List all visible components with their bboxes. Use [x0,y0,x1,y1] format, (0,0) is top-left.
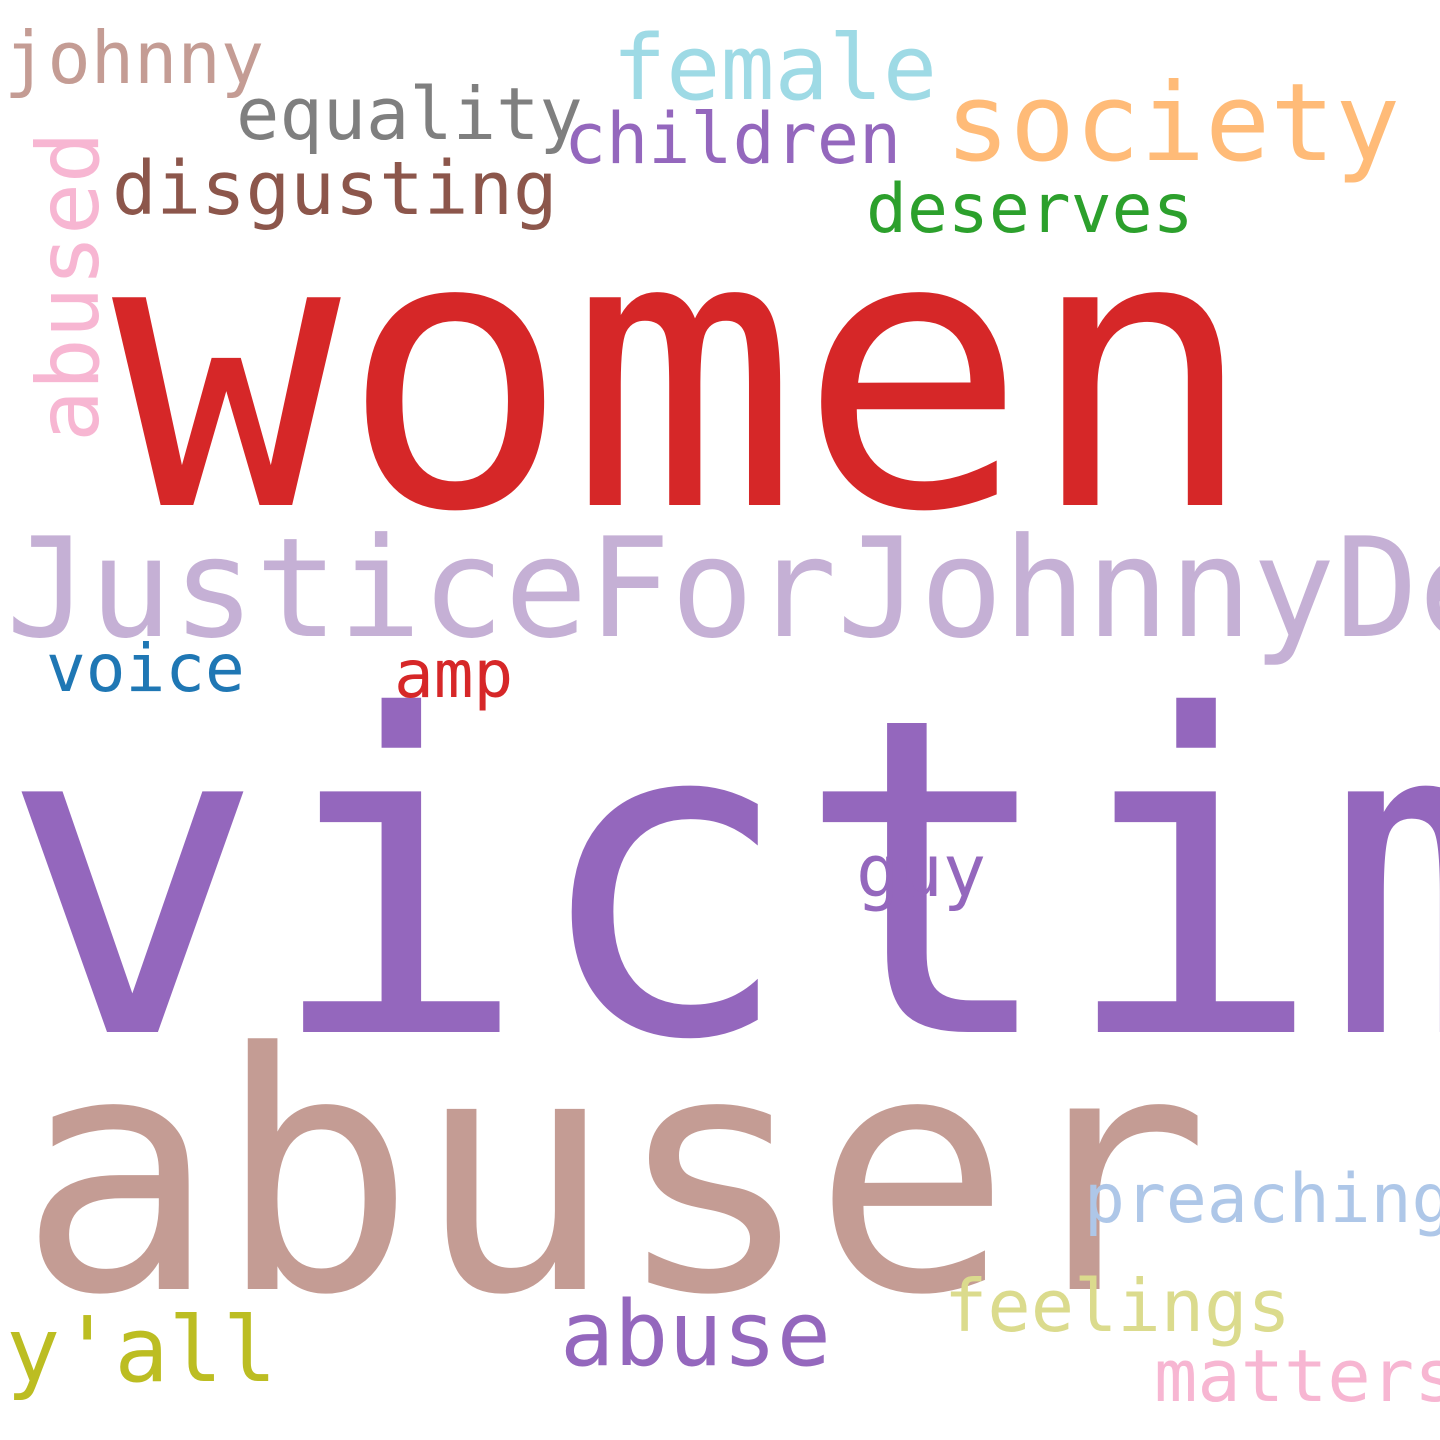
word-amp: amp [394,636,514,713]
word-preaching: preaching [1084,1160,1440,1239]
word-johnny: johnny [4,16,265,100]
word-abuse: abuse [560,1282,831,1387]
word-deserves: deserves [866,170,1194,249]
word-yall: y'all [6,1298,277,1403]
word-equality: equality [236,72,583,156]
word-women: women [112,152,1256,595]
word-victim: victim [0,624,1440,1136]
word-justicefor-johnnydepp: JusticeForJohnnyDepp [6,508,1440,669]
word-feelings: feelings [944,1264,1291,1348]
word-matters: matters [1154,1334,1440,1418]
word-abused: abused [19,131,119,442]
word-disgusting: disgusting [112,146,558,232]
word-female: female [612,16,938,121]
word-voice: voice [46,630,245,707]
word-society: society [945,61,1401,186]
word-children: children [564,98,902,180]
word-abuser: abuser [18,983,1211,1367]
word-guy: guy [856,829,987,913]
